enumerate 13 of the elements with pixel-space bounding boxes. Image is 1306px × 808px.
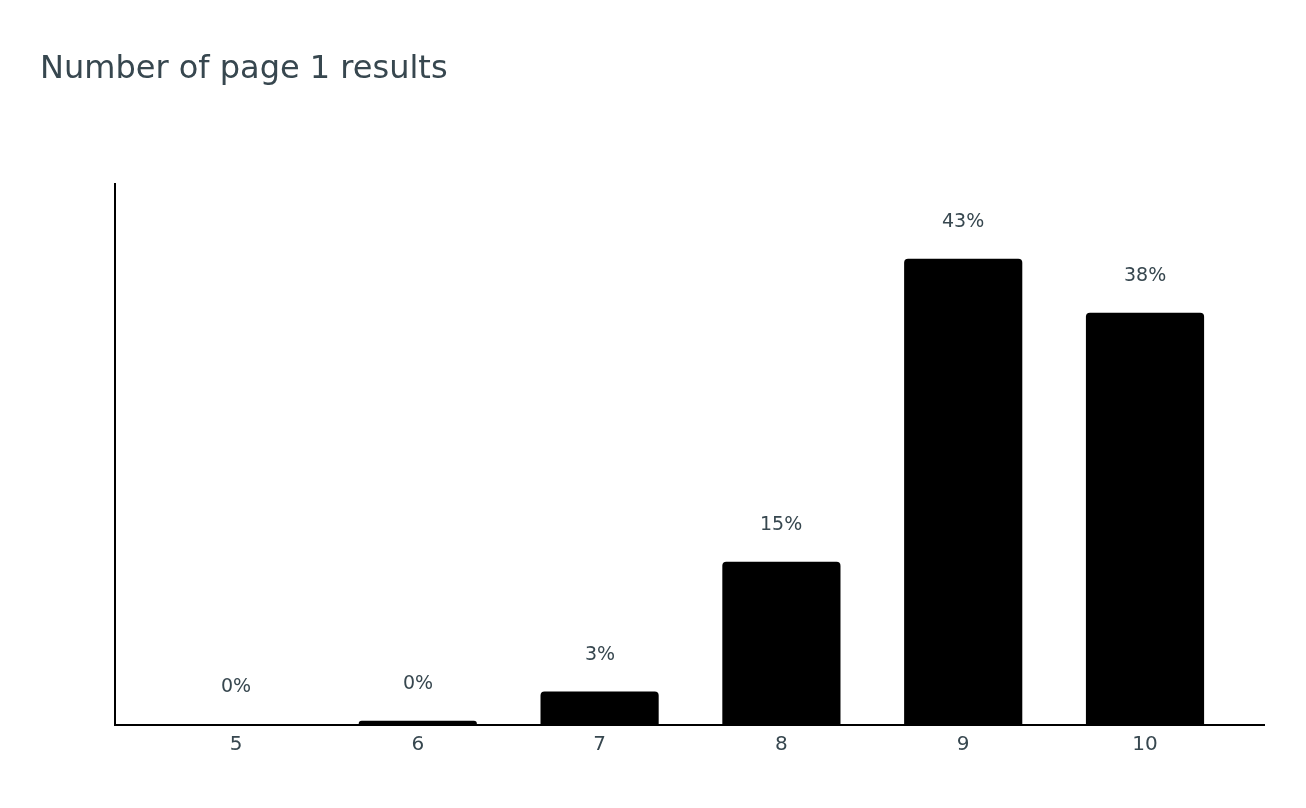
data-label: 43%	[942, 209, 985, 231]
chart-title: Number of page 1 results	[40, 48, 448, 87]
x-tick-label: 9	[956, 731, 970, 755]
data-label: 38%	[1124, 263, 1167, 285]
x-tick-label: 8	[775, 731, 788, 755]
data-label: 15%	[760, 512, 803, 534]
x-tick-label: 7	[593, 731, 606, 755]
x-tick-label: 6	[411, 731, 425, 755]
data-label: 3%	[585, 642, 616, 664]
x-tick-label: 10	[1132, 731, 1158, 755]
data-label: 0%	[221, 674, 252, 696]
x-tick-label: 5	[229, 731, 243, 755]
data-label: 0%	[403, 671, 434, 693]
